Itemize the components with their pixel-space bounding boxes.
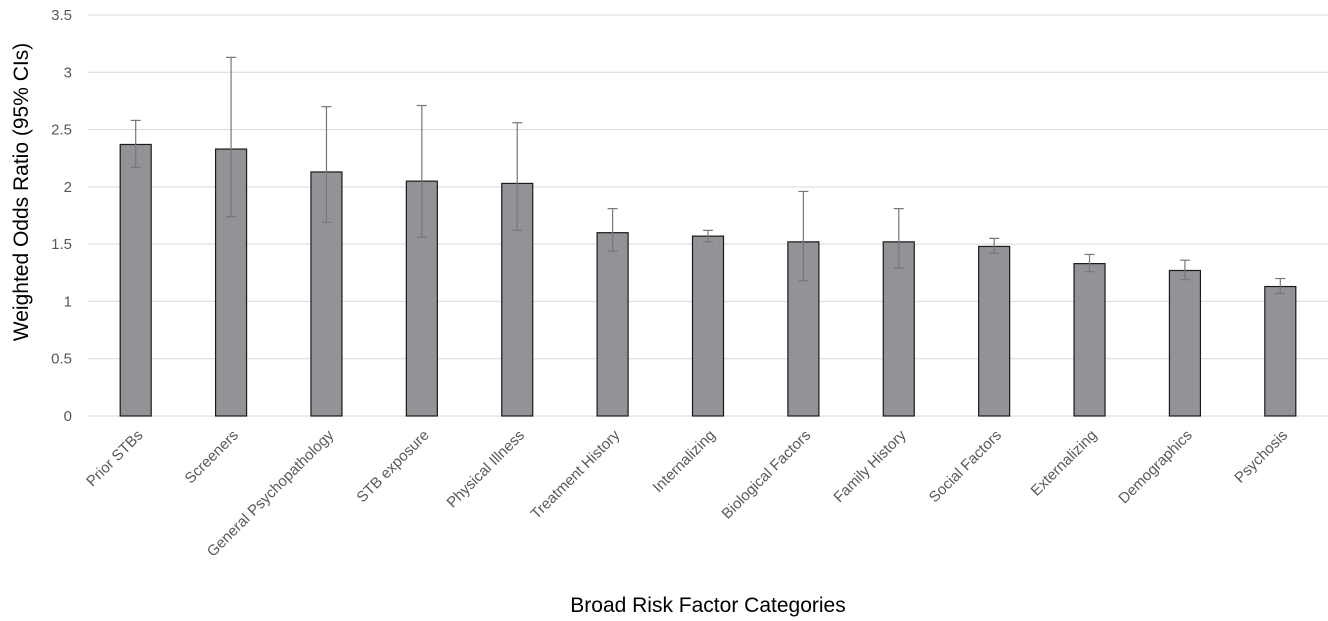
bars [119, 143, 1297, 417]
bar [1168, 269, 1202, 417]
y-tick-label: 1.5 [51, 236, 72, 253]
bar [1073, 263, 1106, 417]
x-axis-title: Broad Risk Factor Categories [570, 594, 845, 617]
x-tick-label: Psychosis [1231, 427, 1291, 487]
x-tick-label: Prior STBs [83, 427, 146, 490]
x-tick-label: Internalizing [650, 427, 719, 496]
y-tick-label: 3.5 [51, 7, 72, 24]
bar [978, 245, 1011, 417]
y-axis-title: Weighted Odds Ratio (95% CIs) [10, 43, 33, 341]
y-tick-label: 2.5 [51, 122, 72, 139]
x-tick-label: Treatment History [528, 426, 624, 522]
y-axis-ticks: 0 0.5 1 1.5 2 2.5 3 3.5 [51, 7, 72, 425]
y-tick-label: 0 [64, 408, 72, 425]
x-tick-label: Physical Illness [444, 427, 529, 512]
x-tick-label: Biological Factors [718, 427, 814, 523]
x-tick-label: Social Factors [926, 427, 1005, 506]
y-tick-label: 0.5 [51, 351, 72, 368]
error-bars [130, 56, 1286, 295]
bar [1264, 285, 1297, 417]
y-tick-label: 2 [64, 179, 72, 196]
x-tick-label: Externalizing [1028, 427, 1101, 500]
x-tick-label: Screeners [182, 427, 242, 487]
x-tick-label: Demographics [1115, 427, 1195, 507]
bar [596, 232, 629, 417]
y-tick-label: 1 [64, 293, 72, 310]
bar [119, 143, 152, 417]
y-tick-label: 3 [64, 64, 72, 81]
x-tick-label: Family History [830, 426, 910, 506]
x-tick-label: STB exposure [353, 427, 432, 506]
bar [691, 235, 725, 417]
